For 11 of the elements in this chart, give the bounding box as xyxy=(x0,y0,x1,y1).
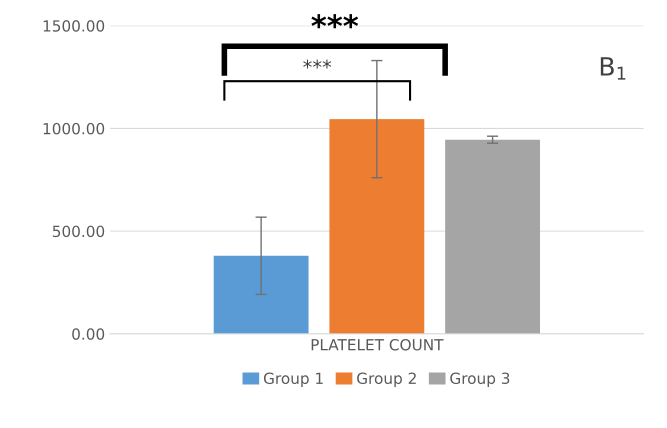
annotation: B$_{1}$ xyxy=(600,57,626,80)
legend-label: Group 3 xyxy=(450,372,510,388)
annotation: *** xyxy=(303,60,332,68)
legend-label: Group 2 xyxy=(357,372,416,388)
x-tick-label: PLATELET COUNT xyxy=(312,338,444,351)
y-tick-label: 500.00 xyxy=(52,226,104,238)
y-tick-label: 0.00 xyxy=(72,328,104,340)
y-tick-label: 1000.00 xyxy=(44,122,104,134)
y-tick-label: 1500.00 xyxy=(44,20,104,32)
annotation: *** xyxy=(311,14,358,28)
legend-label: Group 1 xyxy=(264,372,323,388)
